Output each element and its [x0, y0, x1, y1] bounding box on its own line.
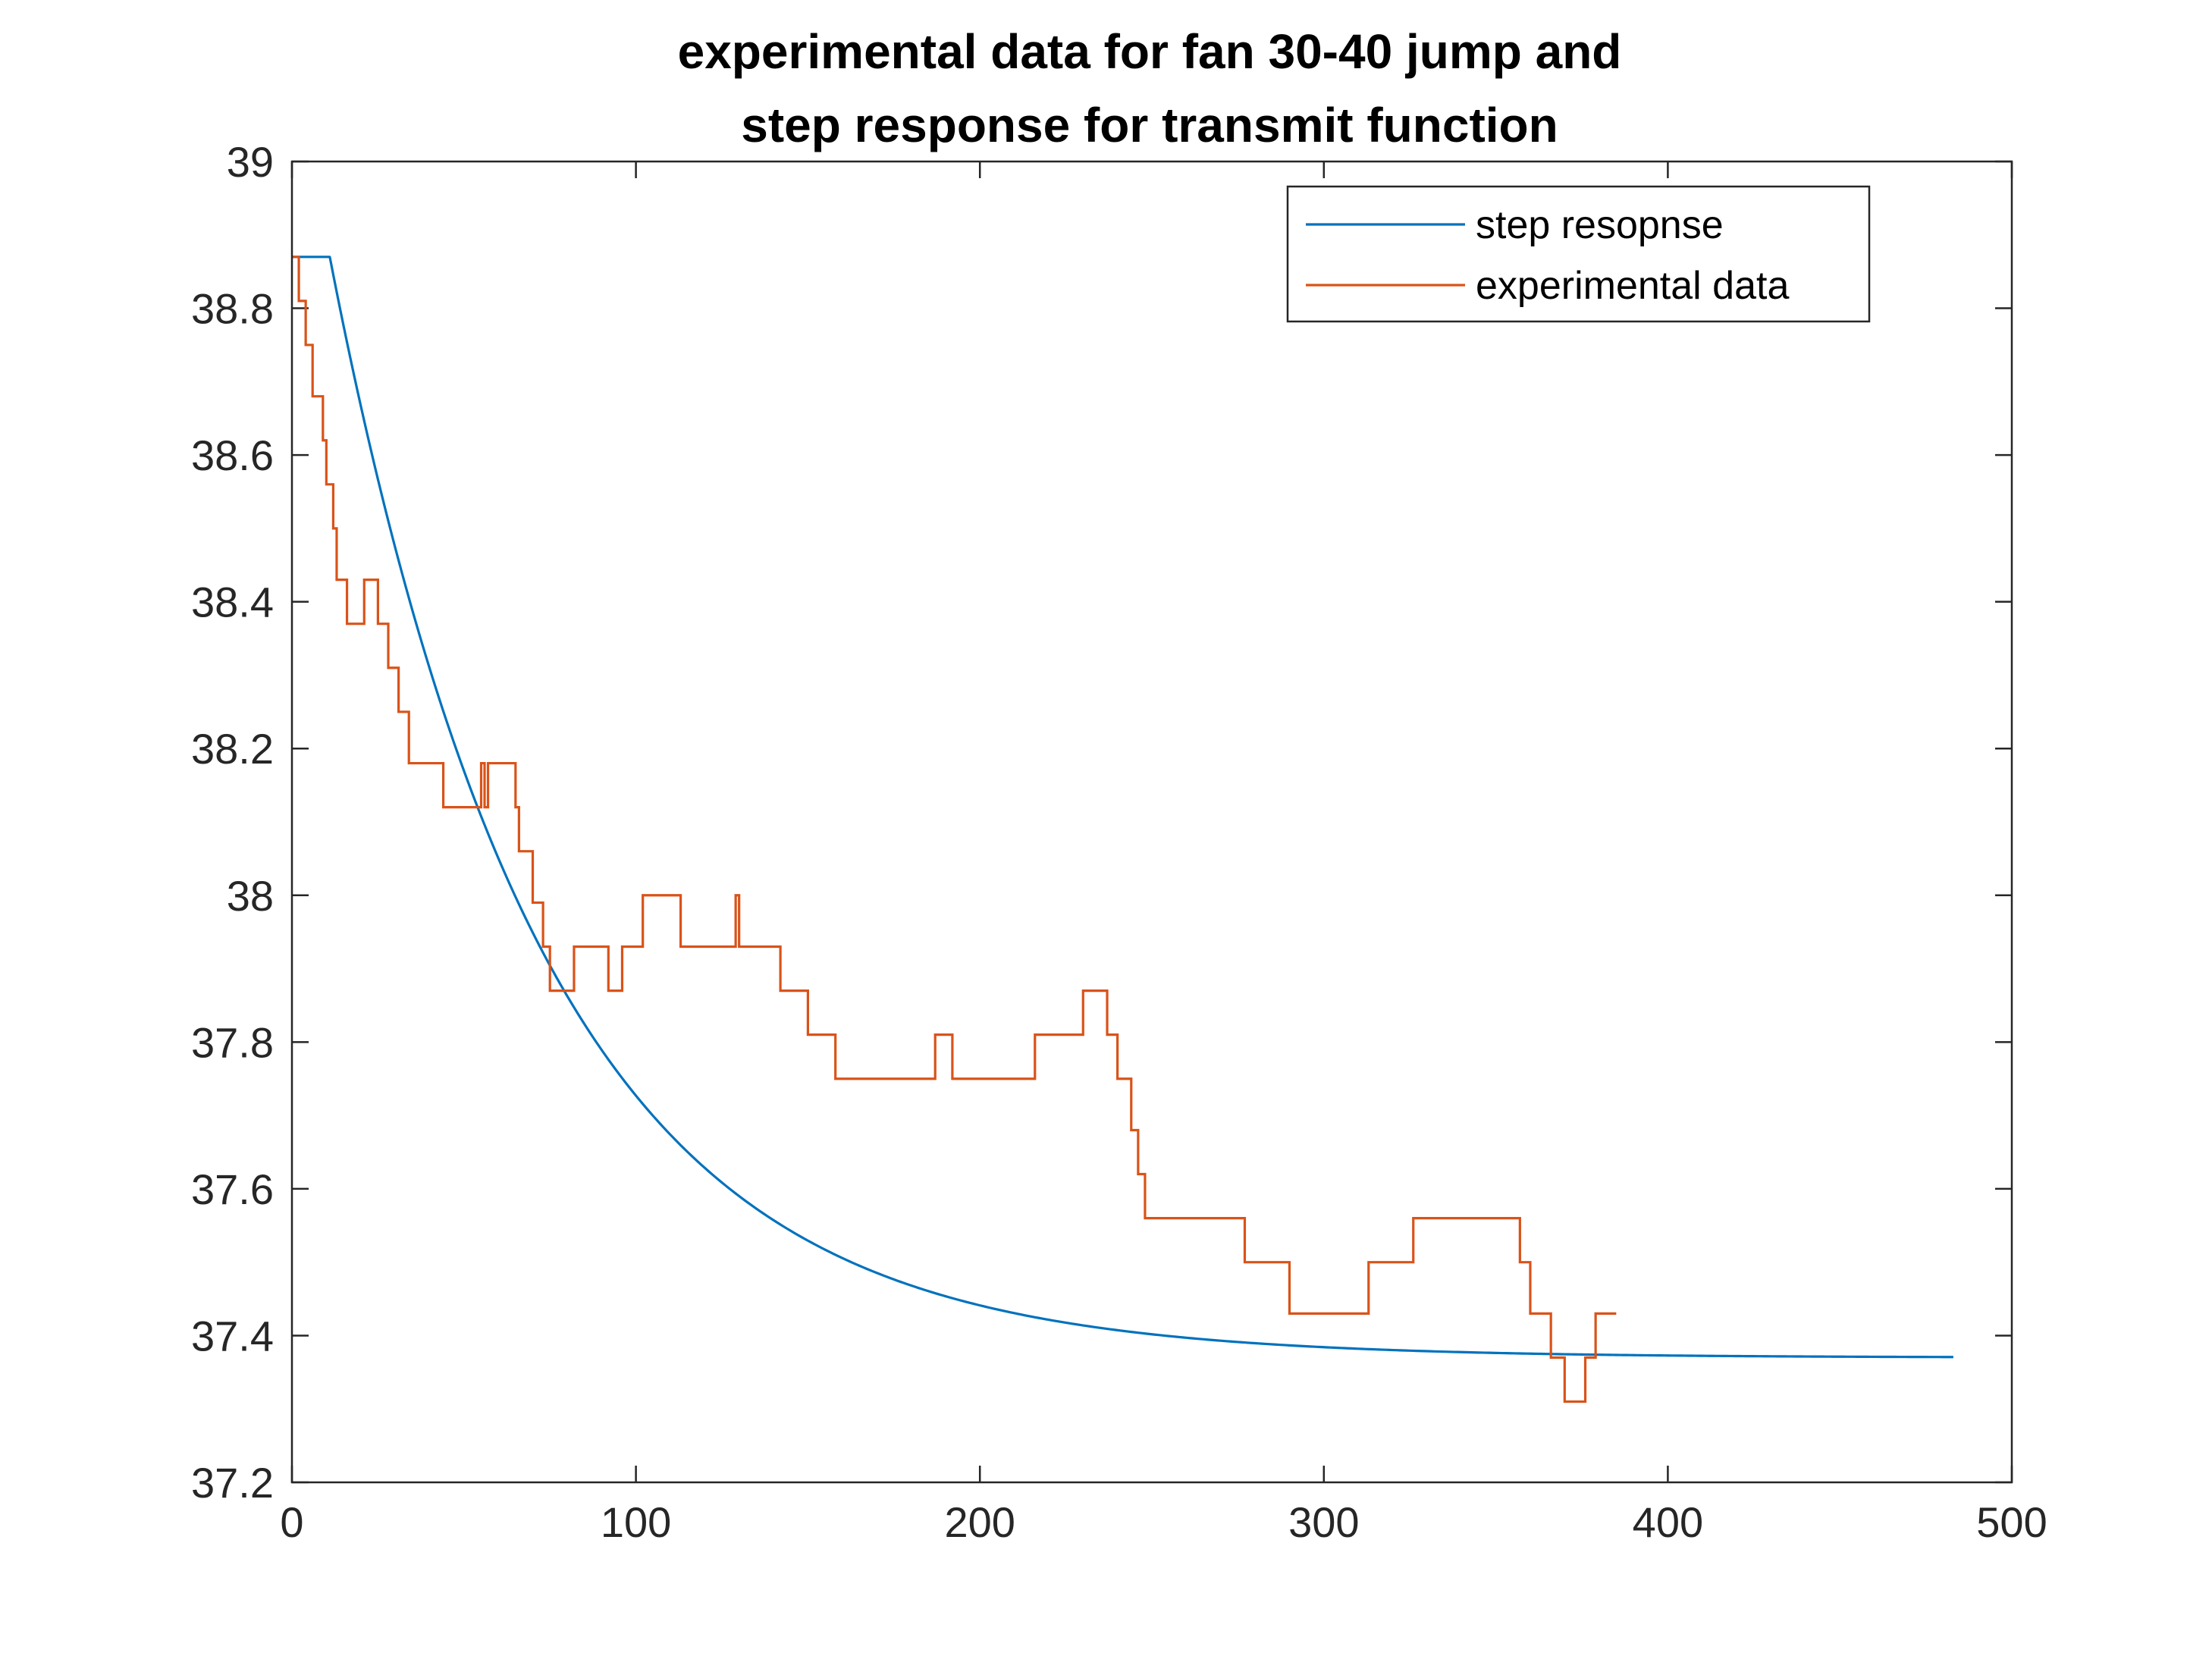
- chart-title-line-1: experimental data for fan 30-40 jump and: [678, 24, 1622, 79]
- x-tick-label: 200: [944, 1498, 1015, 1546]
- legend: step resopnse experimental data: [1286, 185, 1871, 323]
- y-tick-label: 38.8: [191, 285, 274, 333]
- series-line-step-response: [292, 256, 1953, 1359]
- plot-area: [292, 162, 2012, 1482]
- series-line-experimental-data: [292, 256, 1617, 1403]
- x-tick-label: 400: [1633, 1498, 1703, 1546]
- y-tick-label: 38: [227, 872, 274, 920]
- x-tick-label: 100: [601, 1498, 671, 1546]
- y-tick-label: 37.4: [191, 1312, 274, 1360]
- y-tick-label: 38.6: [191, 431, 274, 479]
- x-tick-label: 500: [1976, 1498, 2047, 1546]
- y-tick-label: 37.2: [191, 1459, 274, 1507]
- y-tick-label: 37.6: [191, 1165, 274, 1213]
- legend-box: [1286, 185, 1871, 323]
- y-tick-label: 38.2: [191, 725, 274, 773]
- plot-frame: [290, 160, 2013, 1484]
- legend-label-step-response: step resopnse: [1476, 203, 1724, 247]
- x-tick-label: 300: [1288, 1498, 1359, 1546]
- y-tick-label: 37.8: [191, 1018, 274, 1066]
- chart-title-line-2: step response for transmit function: [741, 98, 1558, 152]
- y-tick-label: 38.4: [191, 579, 274, 626]
- legend-label-experimental-data: experimental data: [1476, 264, 1789, 308]
- x-axis-tick-labels: 0 100 200 300 400 500: [280, 1498, 2047, 1546]
- y-axis-tick-labels: 37.2 37.4 37.6 37.8 38 38.2 38.4 38.6 38.8 39: [191, 138, 274, 1507]
- series-layer: [292, 256, 1953, 1403]
- y-tick-label: 39: [227, 138, 274, 186]
- x-tick-label: 0: [280, 1498, 303, 1546]
